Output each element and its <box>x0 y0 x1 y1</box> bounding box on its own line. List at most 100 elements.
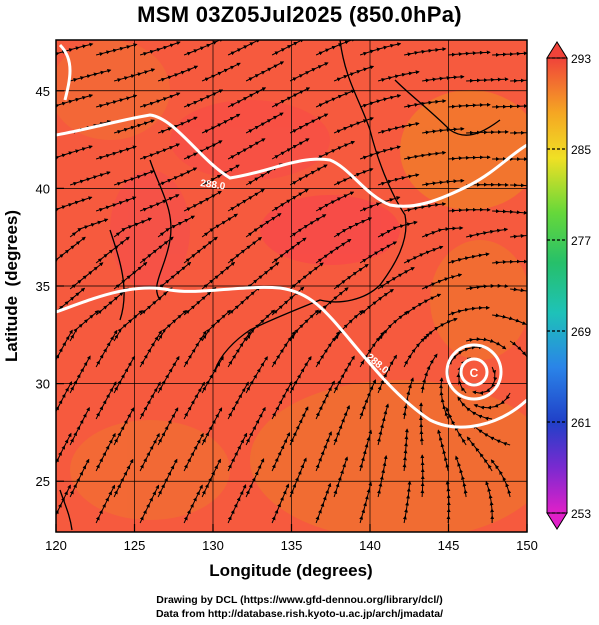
streamline-42 <box>466 129 509 135</box>
streamline-5 <box>271 40 311 56</box>
streamline-11 <box>69 68 112 82</box>
streamline-208 <box>485 480 495 524</box>
streamline-146 <box>201 356 224 394</box>
streamline-77 <box>69 218 109 238</box>
streamline-105 <box>333 263 369 290</box>
streamline-136 <box>227 330 251 368</box>
streamline-48 <box>227 138 266 160</box>
streamline-84 <box>377 220 418 238</box>
colorbar-label-3: 269 <box>571 325 591 339</box>
streamline-30 <box>403 99 447 109</box>
streamline-206 <box>402 480 412 524</box>
streamline-169 <box>245 406 266 446</box>
streamline-76 <box>492 209 527 216</box>
streamline-184 <box>402 428 409 472</box>
lon-tick-label-3: 135 <box>281 538 303 553</box>
streamline-23 <box>95 94 138 108</box>
streamline-100 <box>113 262 148 290</box>
streamline-149 <box>333 355 355 394</box>
streamline-38 <box>289 113 329 134</box>
streamline-22 <box>56 94 94 108</box>
streamline-131 <box>509 340 527 374</box>
streamline-58 <box>201 164 240 186</box>
streamline-75 <box>448 207 491 213</box>
streamline-193 <box>333 456 349 498</box>
streamline-80 <box>201 213 238 238</box>
streamline-142 <box>472 366 498 395</box>
streamline-26 <box>227 87 267 108</box>
colorbar-bottom-arrow <box>546 512 568 530</box>
x-axis-label: Longitude (degrees) <box>209 561 372 580</box>
streamline-79 <box>157 215 196 238</box>
streamline-57 <box>157 167 198 186</box>
streamline-120 <box>492 313 527 328</box>
streamline-87 <box>510 232 527 239</box>
streamline-65 <box>510 183 527 189</box>
streamline-15 <box>245 61 285 82</box>
streamline-12 <box>113 68 156 82</box>
typhoon-ring-inner <box>459 357 489 387</box>
streamline-180 <box>227 432 248 472</box>
streamline-25 <box>183 89 224 108</box>
streamline-91 <box>183 236 218 264</box>
streamline-96 <box>403 245 444 264</box>
streamline-116 <box>315 287 349 316</box>
colorbar-label-4: 261 <box>571 416 591 430</box>
lat-tick-label-4: 45 <box>36 84 50 99</box>
isotherms <box>56 43 527 429</box>
streamline-67 <box>95 196 137 212</box>
colorbar-ticks: 293 285 277 269 261 253 <box>547 52 591 521</box>
map-area: 288.0 288.0 C <box>56 40 527 532</box>
streamline-133 <box>95 329 118 368</box>
streamline-137 <box>271 331 296 368</box>
streamline-144 <box>113 355 136 394</box>
streamline-113 <box>183 286 217 316</box>
streamline-130 <box>465 337 507 350</box>
streamline-1 <box>95 43 138 57</box>
isotherm-west <box>58 43 72 101</box>
streamline-86 <box>465 227 509 239</box>
streamline-92 <box>227 236 263 264</box>
streamline-52 <box>403 150 447 161</box>
streamline-182 <box>315 431 332 472</box>
streamline-160 <box>315 380 335 420</box>
streamline-121 <box>69 310 99 342</box>
streamline-95 <box>359 241 398 264</box>
streamline-189 <box>157 458 178 498</box>
streamline-185 <box>437 429 450 472</box>
streamline-62 <box>377 173 420 186</box>
streamline-207 <box>445 480 451 524</box>
streamline-78 <box>113 217 153 238</box>
streamline-0 <box>56 42 94 56</box>
streamline-108 <box>466 283 509 291</box>
streamline-190 <box>201 458 221 498</box>
isotherm-label-north: 288.0 <box>200 178 227 192</box>
streamline-89 <box>95 236 130 264</box>
streamline-88 <box>56 236 86 263</box>
streamline-172 <box>376 403 390 446</box>
streamline-46 <box>139 143 181 160</box>
streamline-134 <box>139 330 162 368</box>
streamline-112 <box>139 287 173 316</box>
isotherm-south <box>56 285 527 429</box>
streamline-176 <box>56 432 72 469</box>
streamline-56 <box>113 170 155 186</box>
streamline-93 <box>271 237 307 264</box>
streamline-44 <box>56 145 93 160</box>
streamline-20 <box>466 77 509 83</box>
streamline-147 <box>245 356 268 394</box>
lon-tick-label-1: 125 <box>124 538 146 553</box>
streamline-191 <box>245 458 265 498</box>
streamline-35 <box>157 116 198 134</box>
streamline-177 <box>95 432 116 472</box>
streamline-148 <box>289 356 312 394</box>
streamline-41 <box>422 126 465 135</box>
streamline-14 <box>201 62 241 82</box>
streamline-106 <box>377 267 415 290</box>
streamline-109 <box>510 287 527 298</box>
streamline-170 <box>289 406 309 446</box>
streamline-199 <box>95 484 116 524</box>
streamline-34 <box>113 119 155 134</box>
streamline-97 <box>447 252 490 264</box>
streamline-17 <box>333 65 375 82</box>
